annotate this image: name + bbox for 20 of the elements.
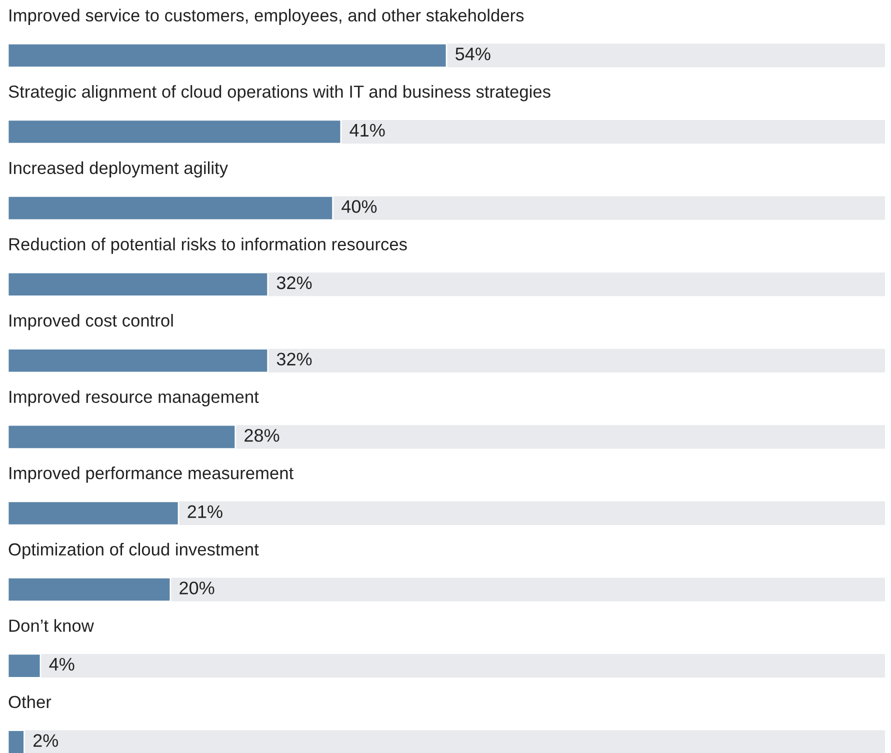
y-tick-label: Optimization of cloud investment (8, 542, 259, 560)
y-tick-label: Improved performance measurement (10, 466, 294, 483)
data-label: 21% (188, 505, 222, 518)
y-tick-label: Strategic alignment of cloud operations with IT and business strategies (8, 85, 550, 102)
data-label: 32% (276, 276, 312, 290)
data-label: 54% (456, 48, 490, 60)
data-label: 40% (342, 200, 377, 213)
data-label: 20% (180, 582, 214, 594)
y-tick-label: Other (8, 695, 52, 708)
data-label: 28% (244, 429, 280, 442)
y-tick-label: Don’t know (9, 619, 94, 632)
y-tick-label: Improved service to customers, employees, and other stakeholders (10, 8, 524, 25)
y-tick-label: Improved resource management (10, 390, 259, 406)
data-label: 41% (350, 124, 385, 137)
data-label: 4% (49, 658, 74, 671)
data-label: 2% (33, 734, 58, 747)
y-tick-label: Improved cost control (10, 314, 173, 330)
y-tick-label: Reduction of potential risks to information resources (9, 238, 407, 254)
y-tick-label: Increased deployment agility (10, 161, 228, 178)
data-label: 32% (276, 352, 312, 366)
